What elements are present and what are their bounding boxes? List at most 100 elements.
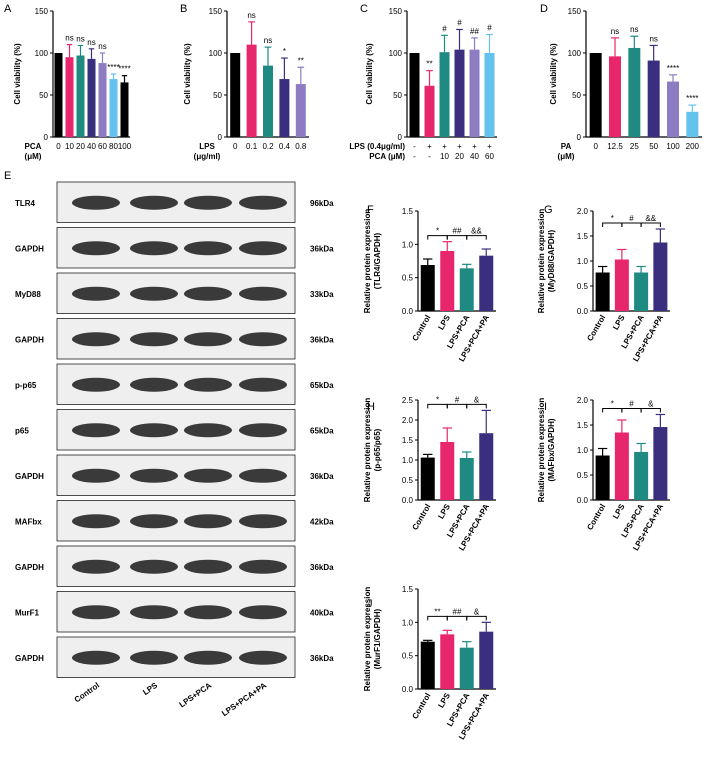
- comparison-bracket: [602, 408, 623, 413]
- blot-kda-label: 36kDa: [310, 563, 334, 572]
- bar-d-3: [647, 60, 660, 138]
- blot-protein-label: MurF1: [15, 608, 40, 617]
- bar-c-3: [454, 49, 465, 137]
- panel-label: G: [544, 204, 553, 216]
- bar-h-3: [479, 433, 494, 500]
- panel-label: F: [367, 204, 374, 216]
- x-tick-label: 10: [65, 142, 74, 151]
- x-tick-label: 0: [56, 142, 61, 151]
- bracket-label: #: [629, 214, 634, 223]
- blot-kda-label: 36kDa: [310, 654, 334, 663]
- blot-band: [72, 468, 120, 483]
- bar-i-1: [614, 432, 629, 500]
- bar-a-6: [120, 82, 129, 137]
- bar-j-0: [420, 641, 435, 689]
- x-tick-label: 0: [233, 142, 238, 151]
- significance-label: **: [426, 60, 432, 69]
- bracket-label: *: [611, 400, 614, 409]
- y-tick-label: 150: [568, 7, 582, 16]
- bar-c-4: [469, 49, 480, 137]
- significance-label: ****: [118, 65, 130, 74]
- bar-f-1: [440, 251, 455, 311]
- y-tick-label: 1.0: [402, 618, 414, 627]
- row2-value: -: [428, 152, 431, 161]
- bar-j-3: [479, 631, 494, 689]
- y-tick-label: 150: [389, 7, 403, 16]
- blot-band: [184, 605, 232, 620]
- y-axis-label: Cell viability (%): [13, 43, 22, 105]
- panel-label: E: [4, 170, 11, 182]
- y-tick-label: 50: [213, 91, 222, 100]
- blot-band: [72, 559, 120, 574]
- y-axis-label-line: Cell viability (%): [13, 43, 22, 105]
- x-tick-label: LPS: [436, 313, 452, 332]
- bar-g-3: [653, 242, 668, 311]
- x-tick-label: 0: [593, 142, 598, 151]
- bar-a-5: [109, 79, 118, 137]
- blot-kda-label: 65kDa: [310, 426, 334, 435]
- significance-label: #: [442, 24, 447, 33]
- blot-lane-label: Control: [73, 681, 101, 705]
- x-tick-label: Control: [410, 503, 432, 532]
- blot-band: [184, 423, 232, 438]
- y-tick-label: 50: [393, 91, 402, 100]
- blot-lane-label: LPS+PCA: [178, 681, 214, 710]
- y-tick-label: 1.5: [402, 436, 414, 445]
- significance-label: ns: [649, 34, 657, 43]
- blot-band: [72, 423, 120, 438]
- bar-i-3: [653, 427, 668, 500]
- blot-band: [130, 514, 178, 529]
- blot-kda-label: 96kDa: [310, 199, 334, 208]
- blot-band: [130, 423, 178, 438]
- panel-label: A: [4, 3, 12, 15]
- row2-value: 20: [455, 152, 464, 161]
- y-tick-label: 1.5: [402, 585, 414, 594]
- blot-band: [72, 286, 120, 301]
- bar-i-2: [634, 452, 649, 500]
- row1-value: +: [427, 142, 432, 151]
- bar-d-5: [686, 111, 699, 137]
- y-tick-label: 0.0: [577, 496, 589, 505]
- y-tick-label: 0: [398, 133, 403, 142]
- y-tick-label: 100: [209, 49, 223, 58]
- blot-band: [184, 332, 232, 347]
- blot-protein-label: MAFbx: [15, 517, 42, 526]
- bar-d-2: [628, 47, 641, 137]
- blot-protein-label: GAPDH: [15, 563, 44, 572]
- x-tick-label: 0.2: [262, 142, 274, 151]
- y-tick-label: 50: [572, 91, 581, 100]
- blot-lane-label: LPS: [141, 680, 159, 697]
- bracket-label: **: [434, 607, 440, 616]
- panel-label: C: [360, 3, 368, 15]
- y-tick-label: 100: [389, 49, 403, 58]
- x-tick-label: LPS: [436, 502, 452, 521]
- blot-protein-label: p-p65: [15, 381, 37, 390]
- blot-band: [72, 650, 120, 665]
- y-axis-label-line: Cell viability (%): [549, 43, 558, 105]
- y-tick-label: 150: [35, 7, 49, 16]
- blot-band: [130, 332, 178, 347]
- blot-band: [130, 650, 178, 665]
- bar-f-2: [459, 268, 474, 311]
- y-tick-label: 0: [218, 133, 223, 142]
- blot-kda-label: 36kDa: [310, 472, 334, 481]
- significance-label: ns: [247, 11, 255, 20]
- x-tick-label: 40: [87, 142, 96, 151]
- y-axis-label-line: (MAFbx/GAPDH): [547, 418, 556, 481]
- y-tick-label: 0.0: [402, 685, 414, 694]
- blot-kda-label: 40kDa: [310, 608, 334, 617]
- x-tick-label: Control: [410, 314, 432, 343]
- y-tick-label: 150: [209, 7, 223, 16]
- significance-label: #: [487, 24, 492, 33]
- comparison-bracket: [446, 235, 468, 240]
- y-axis-label-line: Relative protein expression: [363, 398, 372, 503]
- y-tick-label: 1.0: [402, 456, 414, 465]
- bracket-label: &: [648, 400, 654, 409]
- x-tick-label: Control: [585, 314, 607, 343]
- western-blot-panel: E TLR4 96kDa GAPDH 36kDa MyD88 33kDa GAPDH 36kDa…: [4, 170, 334, 718]
- x-tick-label: 12.5: [607, 142, 623, 151]
- bar-f-0: [420, 265, 435, 311]
- blot-band: [239, 423, 287, 438]
- blot-protein-label: TLR4: [15, 199, 36, 208]
